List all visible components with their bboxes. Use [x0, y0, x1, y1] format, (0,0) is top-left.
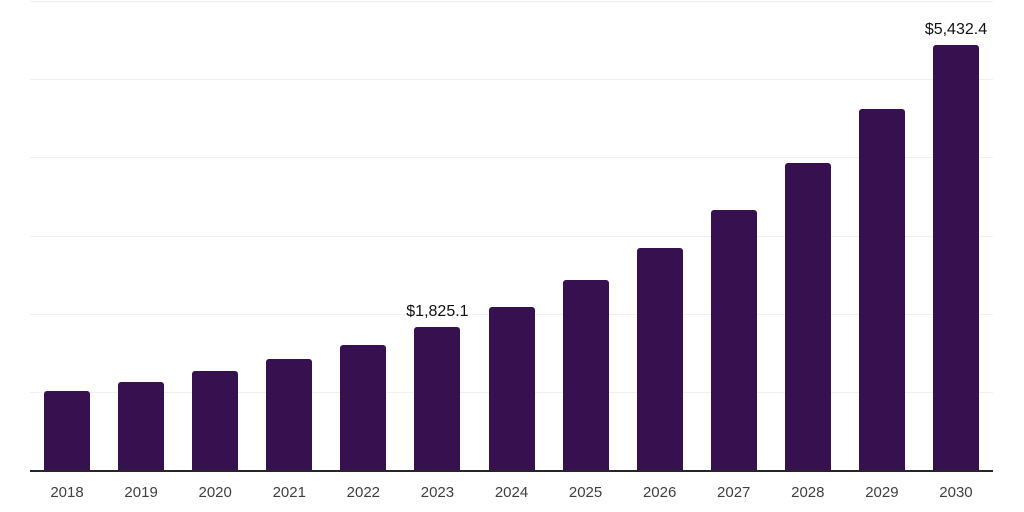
x-tick-label-2027: 2027 [717, 484, 751, 501]
bar-2030 [932, 45, 979, 470]
x-tick-label-2028: 2028 [791, 484, 825, 501]
gridline-6000 [30, 1, 993, 2]
bar-2020 [192, 371, 239, 470]
x-tick-label-2019: 2019 [124, 484, 158, 501]
x-tick-label-2026: 2026 [642, 484, 677, 501]
bar-2027 [710, 209, 757, 470]
bar-2024 [488, 306, 535, 470]
gridline-3000 [30, 235, 993, 237]
bar-2029 [858, 108, 905, 470]
bar-2021 [266, 359, 313, 470]
x-tick-label-2030: 2030 [939, 484, 973, 501]
x-tick-label-2022: 2022 [346, 484, 381, 501]
x-tick-label-2023: 2023 [420, 484, 455, 501]
gridline-5000 [30, 79, 993, 81]
gridline-4000 [30, 157, 993, 159]
x-tick-label-2018: 2018 [50, 484, 84, 501]
bar-value-label-2023: $1,825.1 [406, 303, 469, 321]
bar-2023 [414, 327, 461, 470]
bar-2022 [340, 344, 387, 470]
plot-area: $1,825.1 $5,432.4 [30, 1, 993, 470]
x-tick-label-2024: 2024 [494, 484, 529, 501]
bar-2028 [784, 163, 831, 470]
bar-2025 [562, 279, 609, 470]
x-tick-label-2025: 2025 [568, 484, 603, 501]
x-tick-label-2020: 2020 [198, 484, 232, 501]
bar-2026 [636, 247, 683, 470]
x-tick-label-2021: 2021 [272, 484, 306, 501]
bar-2019 [118, 381, 165, 470]
bar-value-label-2030: $5,432.4 [924, 21, 988, 39]
x-tick-label-2029: 2029 [865, 484, 899, 501]
x-axis-line [30, 470, 993, 472]
bar-2018 [44, 391, 91, 470]
x-axis-labels: 2018 2019 2020 2021 2022 2023 2024 2025 2026 2027… [30, 484, 993, 506]
